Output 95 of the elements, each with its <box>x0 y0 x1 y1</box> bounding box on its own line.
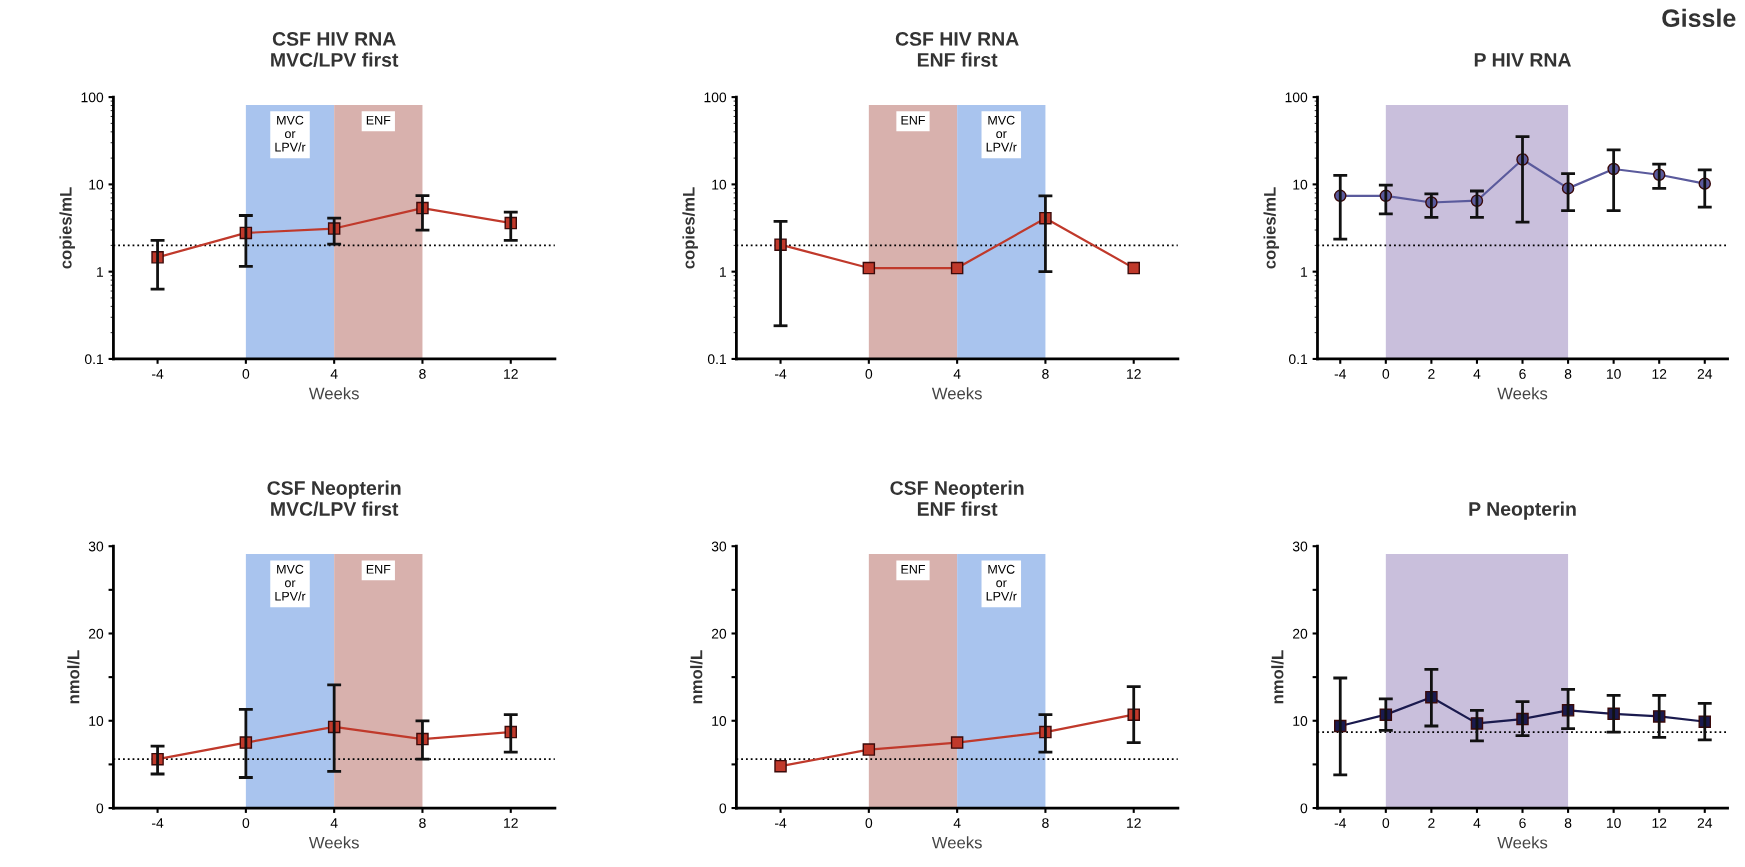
x-tick-label: 2 <box>1428 818 1435 828</box>
x-tick-label: -4 <box>1334 369 1347 379</box>
y-tick-label: 30 <box>711 541 727 552</box>
y-tick-label: 30 <box>1292 541 1308 552</box>
chart-title: CSF Neopterin ENF first <box>890 480 1024 516</box>
y-tick-label: 20 <box>711 628 727 639</box>
x-tick-label: 24 <box>1697 369 1713 379</box>
y-tick-label: 10 <box>89 716 104 726</box>
point <box>950 261 964 275</box>
chart-title: CSF HIV RNA MVC/LPV first <box>271 32 399 67</box>
x-tick-label: -4 <box>152 818 164 828</box>
point <box>774 759 787 773</box>
chart-title: P Neopterin <box>1469 501 1576 520</box>
y-tick-label: 10 <box>712 179 727 190</box>
x-tick-label: -4 <box>774 818 787 828</box>
y-axis-title: nmol/L <box>690 650 703 704</box>
y-tick-label: 0 <box>96 803 104 814</box>
y-tick-label: 0 <box>1300 803 1308 814</box>
band-label: MVC or LPV/r <box>986 564 1017 601</box>
band-label: ENF <box>901 565 925 574</box>
x-tick-label: 8 <box>419 369 426 379</box>
band-label: ENF <box>901 115 925 125</box>
y-axis-title: copies/mL <box>59 187 75 269</box>
x-tick-label: 4 <box>953 818 961 828</box>
y-tick-label: 30 <box>88 541 104 552</box>
y-axis-title: nmol/L <box>1271 650 1284 704</box>
x-tick-label: 4 <box>1473 818 1481 828</box>
x-tick-label: 0 <box>865 818 873 828</box>
x-axis-title: Weeks <box>1497 387 1548 400</box>
chart-title: CSF Neopterin MVC/LPV first <box>267 480 401 517</box>
x-tick-label: 10 <box>1606 818 1621 828</box>
x-tick-label: 4 <box>1473 369 1481 379</box>
point <box>950 736 964 749</box>
x-tick-label: 4 <box>953 369 961 379</box>
x-axis-title: Weeks <box>931 387 982 400</box>
x-tick-label: 8 <box>1564 369 1572 379</box>
x-tick-label: 8 <box>1042 369 1049 379</box>
x-tick-label: 8 <box>1564 818 1572 828</box>
x-tick-label: 10 <box>1606 369 1621 379</box>
y-tick-label: 10 <box>1293 716 1308 726</box>
y-axis-title: nmol/L <box>67 650 80 704</box>
y-tick-label: 0 <box>719 803 727 814</box>
band-label: ENF <box>366 115 391 125</box>
y-tick-label: 10 <box>712 716 727 726</box>
x-tick-label: 6 <box>1519 818 1526 828</box>
y-tick-label: 10 <box>1293 179 1308 190</box>
point <box>862 743 876 756</box>
x-axis-title: Weeks <box>1497 836 1548 849</box>
x-axis-title: Weeks <box>308 836 359 849</box>
y-tick-label: 1 <box>1301 267 1308 277</box>
x-tick-label: -4 <box>152 369 164 379</box>
band-label: ENF <box>366 565 391 574</box>
x-tick-label: 24 <box>1697 818 1713 828</box>
x-tick-label: 6 <box>1519 369 1526 379</box>
x-axis-title: Weeks <box>308 387 359 400</box>
y-tick-label: 10 <box>89 179 104 190</box>
y-tick-label: 20 <box>1293 628 1308 639</box>
x-tick-label: 0 <box>242 818 250 828</box>
band-label: MVC or LPV/r <box>986 115 1017 152</box>
x-axis-title: Weeks <box>931 836 982 849</box>
y-tick-label: 100 <box>1285 92 1308 103</box>
y-tick-label: 0.1 <box>84 354 104 365</box>
x-tick-label: -4 <box>1334 818 1347 828</box>
x-tick-label: 12 <box>1127 369 1141 379</box>
x-tick-label: 12 <box>1652 369 1667 379</box>
x-tick-label: 4 <box>330 369 338 379</box>
y-tick-label: 0.1 <box>707 354 726 365</box>
x-tick-label: 0 <box>1382 369 1390 379</box>
text: Gissle <box>1662 8 1736 28</box>
x-tick-label: -4 <box>774 369 787 379</box>
band-label: MVC or LPV/r <box>275 115 306 152</box>
x-tick-label: 12 <box>1652 818 1667 828</box>
band-label: MVC or LPV/r <box>275 564 306 601</box>
point <box>1127 261 1140 275</box>
x-tick-label: 4 <box>330 818 338 828</box>
x-tick-label: 8 <box>1042 818 1049 828</box>
y-tick-label: 100 <box>704 92 727 103</box>
x-tick-label: 8 <box>419 818 426 828</box>
y-axis-title: copies/mL <box>1263 187 1280 269</box>
point <box>862 261 876 275</box>
x-tick-label: 12 <box>504 369 518 379</box>
x-tick-label: 12 <box>1127 818 1141 828</box>
chart-title: CSF HIV RNA ENF first <box>895 32 1019 67</box>
chart-title: P HIV RNA <box>1474 53 1571 67</box>
y-tick-label: 1 <box>97 267 104 277</box>
x-tick-label: 0 <box>865 369 873 379</box>
x-tick-label: 2 <box>1428 369 1435 379</box>
x-tick-label: 0 <box>1382 818 1390 828</box>
y-axis-title: copies/mL <box>682 187 698 269</box>
y-tick-label: 20 <box>88 628 104 639</box>
y-tick-label: 0.1 <box>1288 354 1308 365</box>
x-tick-label: 0 <box>242 369 250 379</box>
y-tick-label: 100 <box>81 92 104 103</box>
y-tick-label: 1 <box>720 267 726 277</box>
x-tick-label: 12 <box>504 818 518 828</box>
